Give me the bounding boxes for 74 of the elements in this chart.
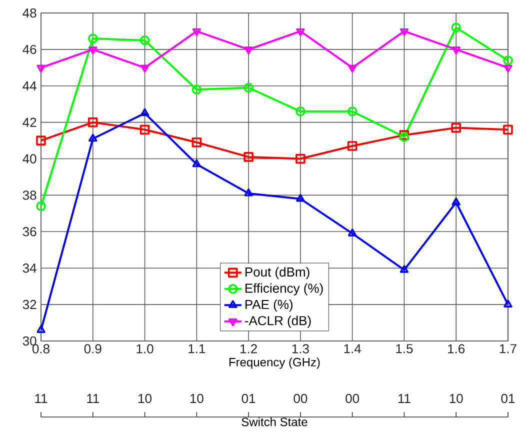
point xyxy=(88,117,98,128)
text: 10 xyxy=(190,394,204,404)
y-tick-label: 46 xyxy=(22,44,36,54)
y-tick-label: 30 xyxy=(22,336,36,346)
x-tick-label: 1.7 xyxy=(500,344,516,354)
point xyxy=(88,134,98,142)
x-axis-title: Frequency (GHz) xyxy=(229,358,320,369)
point xyxy=(503,124,513,135)
legend-label: -ACLR (dB) xyxy=(245,316,311,328)
text: 00 xyxy=(346,394,360,404)
x-tick-label: 1.6 xyxy=(448,344,465,354)
point xyxy=(296,28,305,36)
point xyxy=(400,28,409,36)
point xyxy=(296,194,305,202)
point xyxy=(347,141,358,151)
text: 00 xyxy=(294,394,308,404)
point xyxy=(504,300,512,308)
text: 01 xyxy=(242,394,256,404)
x-tick-label: 1.4 xyxy=(344,344,361,354)
point xyxy=(36,64,46,73)
text: 01 xyxy=(501,394,515,404)
point xyxy=(140,108,150,116)
text: 11 xyxy=(398,394,410,403)
point xyxy=(348,64,357,73)
point xyxy=(192,137,202,148)
point xyxy=(400,265,409,273)
x-tick-label: 1.2 xyxy=(240,344,257,354)
x-tick-label: 1.1 xyxy=(188,344,206,354)
x-tick-label: 0.8 xyxy=(32,344,50,354)
point xyxy=(452,46,460,54)
point xyxy=(347,106,358,116)
text: 10 xyxy=(138,394,152,404)
legend-label: PAE (%) xyxy=(245,300,292,312)
point xyxy=(244,82,254,93)
point xyxy=(36,136,46,146)
point xyxy=(452,198,460,206)
point xyxy=(36,325,46,333)
x2-axis-title: Switch State xyxy=(242,417,308,426)
point xyxy=(244,188,253,196)
text: 11 xyxy=(35,394,48,403)
text: 11 xyxy=(87,394,100,403)
y-tick-label: 38 xyxy=(22,190,36,200)
y-tick-label: 36 xyxy=(22,227,36,236)
point xyxy=(451,122,461,133)
point xyxy=(244,46,253,54)
point xyxy=(140,64,150,73)
y-tick-label: 40 xyxy=(22,154,36,164)
y-tick-label: 48 xyxy=(22,8,36,18)
y-tick-label: 44 xyxy=(22,81,36,90)
point xyxy=(192,28,202,36)
y-tick-label: 32 xyxy=(22,300,36,310)
point xyxy=(504,64,512,73)
point xyxy=(348,228,357,236)
x-tick-label: 1.0 xyxy=(136,344,154,354)
legend-label: Efficiency (%) xyxy=(245,283,323,296)
point xyxy=(192,159,202,168)
y-tick-label: 42 xyxy=(22,118,36,127)
legend-label: Pout (dBm) xyxy=(245,267,310,280)
point xyxy=(503,55,513,66)
point xyxy=(296,154,306,164)
point xyxy=(88,34,98,44)
point xyxy=(36,201,46,212)
point xyxy=(88,46,98,54)
point xyxy=(296,106,306,116)
point xyxy=(244,152,254,162)
point xyxy=(140,124,150,135)
point xyxy=(140,35,150,46)
point xyxy=(451,22,461,32)
x-tick-label: 1.5 xyxy=(396,344,413,354)
x-tick-label: 0.9 xyxy=(84,344,102,354)
x-tick-label: 1.3 xyxy=(292,344,309,354)
y-tick-label: 34 xyxy=(22,263,36,273)
point xyxy=(192,84,202,94)
text: 10 xyxy=(450,394,463,404)
